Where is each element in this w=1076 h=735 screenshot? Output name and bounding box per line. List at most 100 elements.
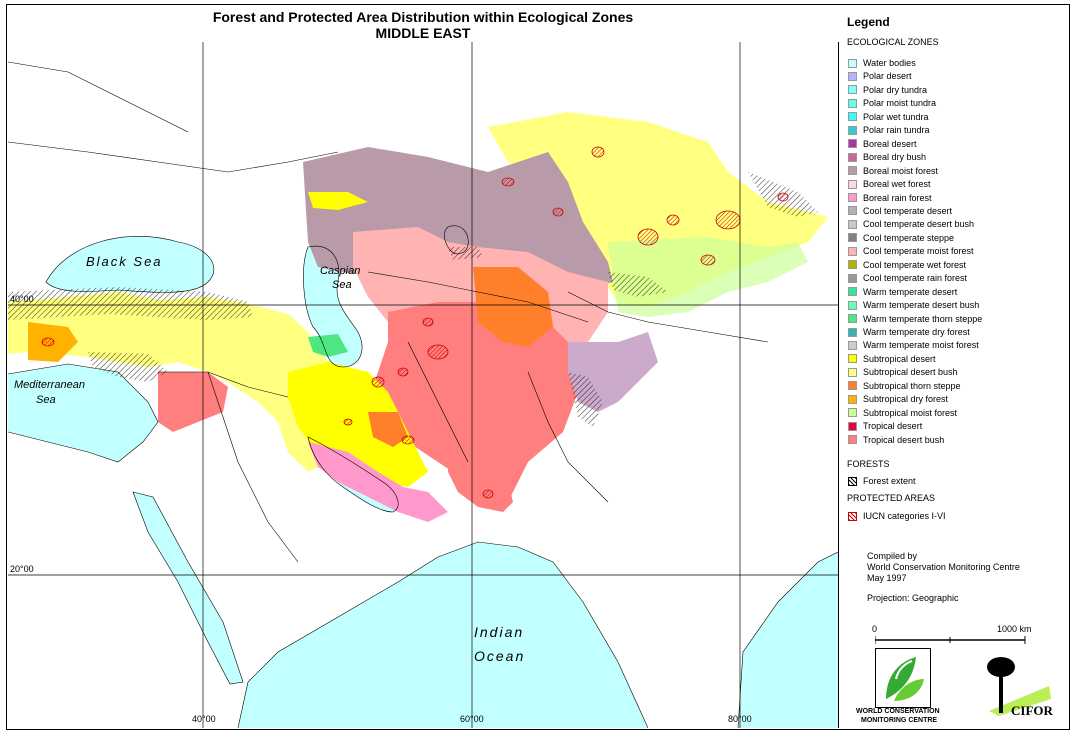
mediterranean-sea xyxy=(8,364,158,462)
protected-area xyxy=(777,192,789,202)
protected-area xyxy=(482,489,494,499)
protected-area xyxy=(666,214,680,226)
zone-swatch xyxy=(848,327,857,337)
zone-legend-item: Polar wet tundra xyxy=(848,111,929,123)
protected-area xyxy=(422,317,434,327)
lon-label-60: 60°00 xyxy=(460,714,484,724)
sea-areas xyxy=(8,225,838,728)
map-frame xyxy=(6,4,1070,730)
zone-label: Tropical desert bush xyxy=(863,434,945,445)
protected-area xyxy=(591,146,605,158)
zone-legend-item: Water bodies xyxy=(848,57,916,69)
zone-legend-item: Boreal dry bush xyxy=(848,151,926,163)
map-subtitle: MIDDLE EAST xyxy=(375,25,471,41)
zone-label: Subtropical desert xyxy=(863,353,936,364)
zone-label: Boreal moist forest xyxy=(863,165,939,176)
zone-legend-item: Subtropical thorn steppe xyxy=(848,380,961,392)
protected-area xyxy=(41,337,55,347)
zone-tropical-desert-bush-east xyxy=(448,452,513,512)
med-sea-label-1: Mediterranean xyxy=(14,379,85,391)
zone-legend-item: Warm temperate desert bush xyxy=(848,299,979,311)
zone-legend-item: Warm temperate moist forest xyxy=(848,339,979,351)
map-canvas xyxy=(8,42,838,728)
zone-legend-item: Polar rain tundra xyxy=(848,124,930,136)
protected-area xyxy=(637,228,659,246)
zone-legend-item: Subtropical desert xyxy=(848,353,936,365)
lat-label-40: 40°00 xyxy=(10,294,34,304)
protected-area xyxy=(371,376,385,388)
zone-boreal-rain-forest-south xyxy=(308,442,448,522)
forest-legend-label: Forest extent xyxy=(863,476,916,486)
zone-label: Warm temperate thorn steppe xyxy=(863,313,983,324)
zone-swatch xyxy=(848,152,857,162)
protected-area xyxy=(700,254,716,266)
zone-tropical-desert-bush-levant xyxy=(158,372,228,432)
legend-title: Legend xyxy=(847,15,890,29)
ecological-zones-heading: ECOLOGICAL ZONES xyxy=(847,37,939,47)
zone-label: Warm temperate desert bush xyxy=(863,300,980,311)
compiled-by: Compiled by xyxy=(867,551,918,561)
zone-label: Warm temperate desert xyxy=(863,286,958,297)
lon-label-80: 80°00 xyxy=(728,714,752,724)
forests-heading: FORESTS xyxy=(847,459,890,469)
zone-label: Polar wet tundra xyxy=(863,111,929,122)
zone-swatch xyxy=(848,112,857,122)
zone-label: Boreal wet forest xyxy=(863,179,931,190)
zone-swatch xyxy=(848,98,857,108)
zone-swatch xyxy=(848,287,857,297)
zone-label: Cool temperate rain forest xyxy=(863,273,968,284)
zone-subtropical-desert-iran xyxy=(288,362,428,487)
zone-swatch xyxy=(848,125,857,135)
forest-extent xyxy=(8,172,818,427)
zone-swatch xyxy=(848,340,857,350)
protected-legend-label: IUCN categories I-VI xyxy=(863,511,946,521)
zone-label: Polar dry tundra xyxy=(863,84,928,95)
scale-left-label: 0 xyxy=(872,624,878,634)
zone-legend-item: Tropical desert xyxy=(848,420,922,432)
caspian-sea-label-1: Caspian xyxy=(320,265,361,277)
zone-subtropical-thorn-steppe-iran xyxy=(368,412,408,447)
protected-area xyxy=(343,418,353,426)
zone-swatch xyxy=(848,193,857,202)
zone-subtropical-thorn-steppe xyxy=(473,267,553,347)
zone-swatch xyxy=(848,71,857,81)
scale-bar-graphic xyxy=(875,636,1026,644)
compiler: World Conservation Monitoring Centre xyxy=(867,562,1020,572)
zone-legend-item: Cool temperate rain forest xyxy=(848,272,967,284)
zone-label: Cool temperate desert xyxy=(863,205,953,216)
cifor-name: CIFOR xyxy=(1011,703,1053,718)
black-sea-label: Black Sea xyxy=(86,254,163,269)
compile-date: May 1997 xyxy=(867,573,907,583)
lon-label-40: 40°00 xyxy=(192,714,216,724)
wcmc-name-2: MONITORING CENTRE xyxy=(861,717,938,724)
zone-label: Boreal desert xyxy=(863,138,917,149)
zone-label: Subtropical dry forest xyxy=(863,394,949,405)
protected-areas xyxy=(41,146,789,499)
protected-area xyxy=(427,344,449,360)
zone-label: Polar desert xyxy=(863,71,912,82)
zone-legend-item: Boreal rain forest xyxy=(848,192,932,204)
zone-swatch xyxy=(848,233,857,243)
zone-swatch xyxy=(848,354,857,364)
zone-legend-item: Polar desert xyxy=(848,70,912,82)
zone-subtropical-moist-forest xyxy=(608,237,808,317)
protected-area xyxy=(501,177,515,187)
protected-area xyxy=(552,207,564,217)
lat-label-20: 20°00 xyxy=(10,564,34,574)
zone-swatch xyxy=(848,421,857,431)
zone-legend-item: Warm temperate desert xyxy=(848,286,957,298)
zone-subtropical-desert-bush-west xyxy=(8,292,353,472)
zone-swatch xyxy=(848,85,857,95)
zone-swatch xyxy=(848,273,857,283)
zone-subtropical-desert-north-band xyxy=(308,192,368,210)
indian-ocean-label-1: Indian xyxy=(474,624,525,640)
forest-legend-item: Forest extent xyxy=(848,475,916,487)
zone-legend-item: Cool temperate steppe xyxy=(848,232,954,244)
wcmc-leaf-icon xyxy=(886,657,924,701)
indian-ocean xyxy=(238,542,838,728)
map-area: Black Sea Caspian Sea Mediterranean Sea … xyxy=(8,42,839,728)
zone-legend-item: Cool temperate wet forest xyxy=(848,259,966,271)
zone-swatch xyxy=(848,381,857,391)
scale-bar: 0 1000 km xyxy=(872,624,1035,644)
zone-label: Boreal dry bush xyxy=(863,152,927,163)
